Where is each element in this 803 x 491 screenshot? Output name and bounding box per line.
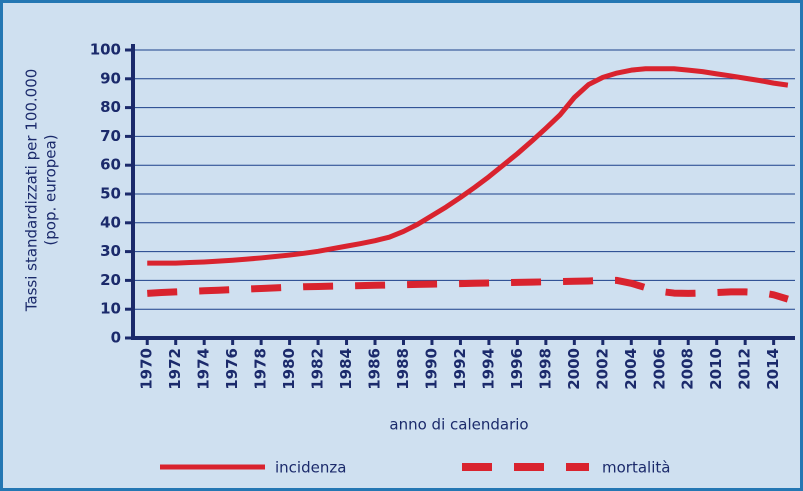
x-tick-label: 1978 [252,348,270,390]
x-tick-label: 1980 [280,348,298,390]
y-axis-label: Tassi standardizzati per 100.000 [23,69,41,313]
x-tick-label: 1982 [309,348,327,390]
y-tick-label: 10 [100,300,121,318]
x-tick-label: 2010 [707,348,725,390]
series-line [147,66,789,266]
x-tick-label: 1990 [422,348,440,390]
x-tick-label: 2008 [679,348,697,390]
x-tick-label: 1984 [337,348,355,390]
y-tick-label: 50 [100,185,121,203]
series-line [147,276,789,303]
x-tick-label: 2004 [622,348,640,390]
y-tick-label: 30 [100,242,121,260]
x-tick-label: 1970 [138,348,156,390]
y-tick-label: 60 [100,156,121,174]
y-tick-label: 40 [100,213,121,231]
y-axis-label: (pop. europea) [42,134,60,245]
x-tick-label: 1996 [508,348,526,390]
y-tick-label: 70 [100,127,121,145]
x-tick-label: 1988 [394,348,412,390]
x-tick-label: 1992 [451,348,469,390]
x-tick-label: 1998 [536,348,554,390]
y-tick-label: 80 [100,98,121,116]
y-tick-label: 90 [100,69,121,87]
y-tick-label: 20 [100,271,121,289]
x-tick-label: 2002 [593,348,611,390]
x-tick-label: 1976 [223,348,241,390]
x-tick-label: 1994 [479,348,497,390]
y-tick-label: 0 [111,329,121,347]
legend-label: incidenza [275,459,346,477]
legend-label: mortalità [602,459,670,477]
x-axis-label: anno di calendario [389,416,528,434]
y-tick-label: 100 [90,41,121,59]
x-tick-label: 2014 [764,348,782,390]
x-tick-label: 1972 [166,348,184,390]
x-tick-label: 2000 [565,348,583,390]
x-tick-label: 2012 [736,348,754,390]
x-tick-label: 1986 [366,348,384,390]
x-tick-label: 2006 [650,348,668,390]
x-tick-label: 1974 [195,348,213,390]
